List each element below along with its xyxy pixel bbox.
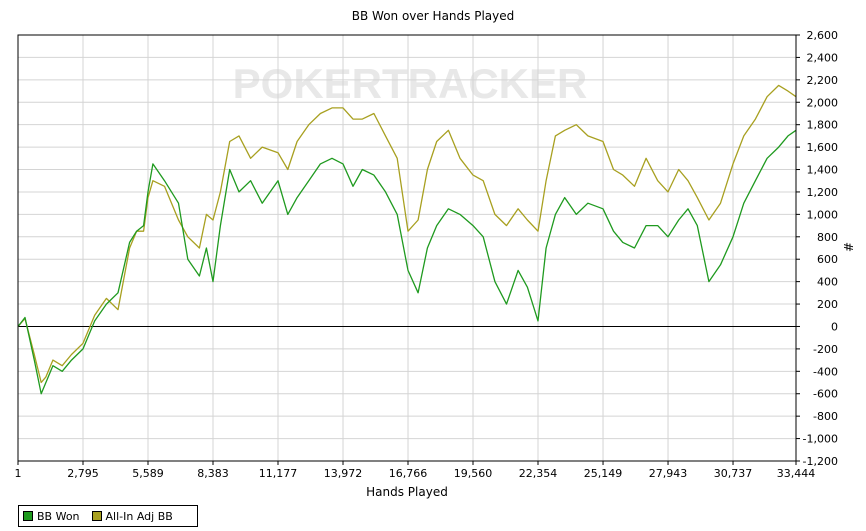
series-line-bb-won bbox=[17, 129, 797, 395]
y-tick-label: 1,800 bbox=[807, 119, 839, 132]
y-tick-label: 200 bbox=[817, 298, 838, 311]
x-tick-label: 33,444 bbox=[777, 467, 816, 480]
y-tick-label: 2,600 bbox=[807, 29, 839, 42]
y-tick-label: 2,400 bbox=[807, 51, 839, 64]
y-tick-label: 2,000 bbox=[807, 96, 839, 109]
y-tick-label: 600 bbox=[817, 253, 838, 266]
y-axis: 2,600 2,400 2,200 2,000 1,800 1,600 1,400 1,200… bbox=[796, 29, 838, 468]
x-tick-label: 16,766 bbox=[389, 467, 428, 480]
x-axis: 1 2,795 5,589 8,383 11,177 13,972 16,766 19,560… bbox=[15, 461, 816, 480]
y-tick-label: -1,200 bbox=[803, 455, 838, 468]
y-tick-label: 1,600 bbox=[807, 141, 839, 154]
y-tick-label: 400 bbox=[817, 276, 838, 289]
y-tick-label: 0 bbox=[831, 320, 838, 333]
legend-item-all-in-adj-bb: All-In Adj BB bbox=[91, 509, 173, 523]
y-tick-label: 1,400 bbox=[807, 164, 839, 177]
plot-frame bbox=[17, 34, 797, 462]
legend-swatch-all-in-adj-bb bbox=[91, 511, 102, 521]
legend-label-all-in-adj-bb: All-In Adj BB bbox=[105, 509, 173, 523]
y-tick-label: 2,200 bbox=[807, 74, 839, 87]
y-tick-label: -600 bbox=[813, 388, 838, 401]
x-tick-label: 27,943 bbox=[649, 467, 688, 480]
y-tick-label: -1,000 bbox=[803, 433, 838, 446]
x-tick-label: 22,354 bbox=[519, 467, 558, 480]
legend: BB Won All-In Adj BB bbox=[18, 505, 198, 527]
legend-swatch-bb-won bbox=[23, 511, 33, 521]
y-tick-label: 1,200 bbox=[807, 186, 839, 199]
x-tick-label: 5,589 bbox=[132, 467, 164, 480]
y-tick-label: -200 bbox=[813, 343, 838, 356]
svg-text:POKERTRACKER: POKERTRACKER bbox=[233, 60, 588, 107]
y-axis-label: # bbox=[841, 241, 856, 253]
x-tick-label: 13,972 bbox=[324, 467, 363, 480]
x-tick-label: 1 bbox=[15, 467, 22, 480]
x-tick-label: 19,560 bbox=[454, 467, 493, 480]
x-axis-label: Hands Played bbox=[366, 485, 448, 499]
x-tick-label: 30,737 bbox=[714, 467, 753, 480]
x-tick-label: 2,795 bbox=[67, 467, 99, 480]
legend-label-bb-won: BB Won bbox=[37, 509, 80, 523]
chart-title: BB Won over Hands Played bbox=[351, 9, 515, 23]
series-line-all-in-adj-bb bbox=[17, 84, 797, 384]
y-tick-label: 800 bbox=[817, 231, 838, 244]
x-tick-label: 8,383 bbox=[197, 467, 229, 480]
y-tick-label: -800 bbox=[813, 410, 838, 423]
y-tick-label: -400 bbox=[813, 365, 838, 378]
watermark: POKERTRACKER bbox=[233, 60, 588, 107]
legend-item-bb-won: BB Won bbox=[23, 510, 80, 523]
x-tick-label: 25,149 bbox=[584, 467, 623, 480]
series-group bbox=[17, 84, 797, 395]
x-tick-label: 11,177 bbox=[259, 467, 298, 480]
y-tick-label: 1,000 bbox=[807, 208, 839, 221]
